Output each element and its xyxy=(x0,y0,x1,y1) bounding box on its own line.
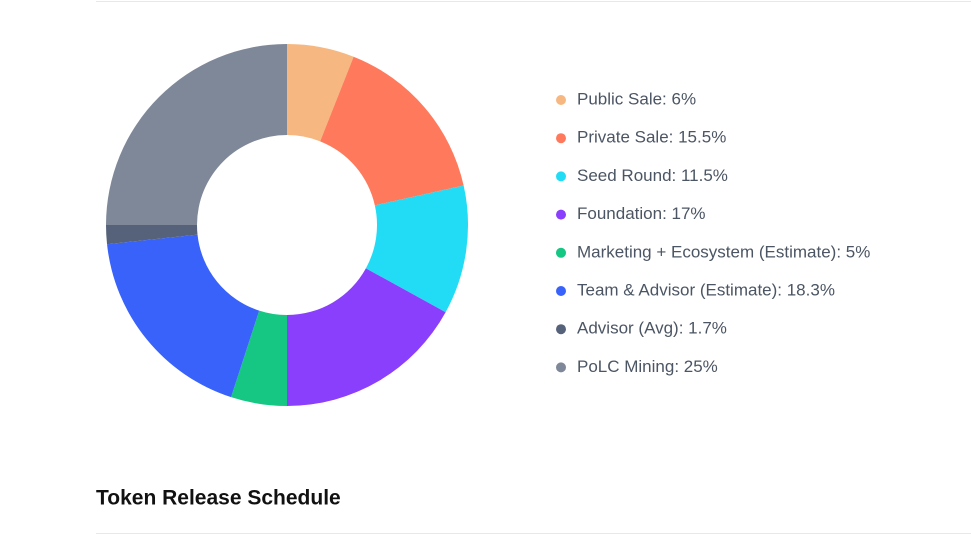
legend-label: Public Sale: 6% xyxy=(577,89,696,108)
slice xyxy=(365,185,468,313)
legend-dot xyxy=(556,209,566,220)
legend-dot xyxy=(556,324,566,335)
legend-dot xyxy=(556,171,566,182)
slice xyxy=(106,44,287,225)
legend-dot xyxy=(556,362,566,373)
section-title: Token Release Schedule xyxy=(96,487,341,510)
legend-dot xyxy=(556,286,566,296)
slice xyxy=(287,44,354,142)
legend-label: Foundation: 17% xyxy=(577,204,706,223)
legend-label: PoLC Mining: 25% xyxy=(577,357,718,376)
slice xyxy=(231,310,287,406)
legend-dot xyxy=(556,95,566,105)
legend-dot xyxy=(556,247,566,258)
slice xyxy=(106,225,198,245)
legend-label: Seed Round: 11.5% xyxy=(577,166,728,185)
legend-dot xyxy=(556,133,566,144)
slice xyxy=(107,234,260,398)
legend-label: Private Sale: 15.5% xyxy=(577,128,726,147)
slice xyxy=(320,56,464,206)
slice xyxy=(287,268,446,406)
legend-label: Marketing + Ecosystem (Estimate): 5% xyxy=(577,242,870,261)
legend-label: Team & Advisor (Estimate): 18.3% xyxy=(577,280,835,299)
legend-label: Advisor (Avg): 1.7% xyxy=(577,319,727,338)
